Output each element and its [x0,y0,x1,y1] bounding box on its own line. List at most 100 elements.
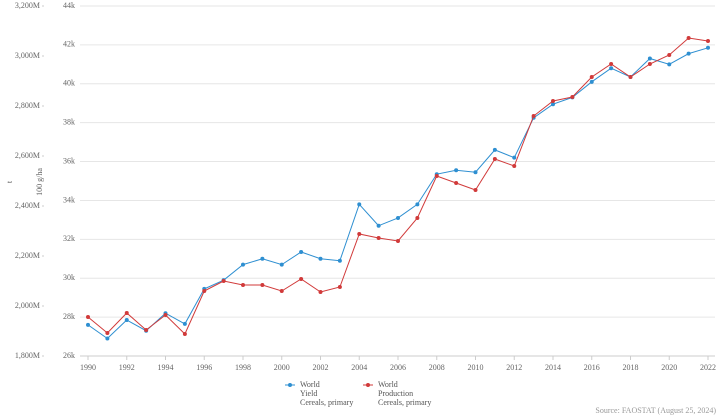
y-tick-label: 3,200M [15,1,40,10]
y-tick-label: 3,000M [15,51,40,60]
y2-tick-label: 36k [63,156,75,165]
data-point [512,155,517,160]
x-tick-label: 1992 [119,363,135,372]
x-tick-label: 2010 [468,363,484,372]
data-point [337,258,342,263]
x-tick-label: 1994 [158,363,174,372]
data-point [415,202,420,207]
data-point [396,239,400,243]
legend-marker [366,383,370,387]
data-point [144,328,149,332]
x-tick-label: 2000 [274,363,290,372]
data-point [512,164,517,168]
x-tick-label: 2012 [506,363,522,372]
data-point [647,62,652,66]
x-tick-label: 2006 [390,363,406,372]
data-point [609,66,614,71]
data-point [454,168,459,173]
y2-tick-label: 28k [63,312,75,321]
data-point [376,223,381,228]
data-point [473,170,478,175]
data-point [86,315,90,319]
x-tick-label: 2008 [429,363,445,372]
data-point [163,313,168,317]
data-point [105,331,110,335]
data-point [667,53,672,57]
y-tick-label: 1,800M [15,351,40,360]
legend-label[interactable]: World Yield Cereals, primary [300,380,354,407]
data-point [202,289,207,293]
data-point [124,318,129,323]
data-point [279,289,284,293]
y2-tick-label: 38k [63,117,75,126]
data-point [492,157,497,161]
y-tick-label: 2,000M [15,301,40,310]
y2-tick-label: 44k [63,1,75,10]
data-point [396,215,400,220]
source: Source: FAOSTAT (August 25, 2024) [595,406,716,415]
data-point [182,332,187,336]
data-point [241,262,245,267]
x-tick-label: 1990 [80,363,96,372]
data-point [299,249,304,254]
y2-tick-label: 40k [63,79,75,88]
data-point [279,262,284,267]
data-point [299,277,304,281]
y2-tick-label: 34k [63,195,75,204]
series-line [87,47,709,340]
y-axis-label: t [5,180,14,183]
data-point [551,102,555,107]
data-point [667,62,672,67]
data-point [241,283,245,287]
data-point [551,99,555,103]
x-tick-label: 2016 [584,363,600,372]
data-point [105,336,110,341]
y2-tick-label: 30k [63,273,75,282]
data-point [609,62,614,66]
data-point [124,311,129,315]
y2-axis-label: 100 g/ha [35,168,44,196]
data-point [492,147,497,152]
x-tick-label: 2020 [661,363,677,372]
data-point [473,188,478,192]
x-tick-label: 2002 [313,363,329,372]
x-tick-label: 2004 [351,363,367,372]
y-tick-label: 2,600M [15,151,40,160]
data-point [647,56,652,61]
series-line [87,37,709,335]
data-point [376,236,381,240]
data-point [260,256,265,261]
data-point [357,232,362,236]
data-point [318,256,323,261]
data-point [454,181,459,185]
data-point [357,202,362,207]
x-tick-label: 2014 [545,363,561,372]
legend-label[interactable]: World Production Cereals, primary [378,380,432,407]
data-point [434,174,439,178]
data-point [531,114,536,118]
y-tick-label: 2,200M [15,251,40,260]
data-point [415,216,420,220]
data-point [589,75,594,79]
x-tick-label: 1998 [235,363,251,372]
data-point [686,51,691,56]
data-point [86,322,90,327]
data-point [260,283,265,287]
y-tick-label: 2,400M [15,201,40,210]
x-tick-label: 2018 [623,363,639,372]
x-tick-label: 2022 [700,363,716,372]
data-point [318,290,323,294]
data-point [589,79,594,84]
y2-tick-label: 26k [63,351,75,360]
data-point [706,45,710,50]
data-point [706,39,710,43]
x-tick-label: 1996 [196,363,212,372]
y-tick-label: 2,800M [15,101,40,110]
data-point [570,95,575,99]
y2-tick-label: 42k [63,40,75,49]
data-point [337,285,342,289]
data-point [628,75,633,79]
data-point [221,279,226,283]
